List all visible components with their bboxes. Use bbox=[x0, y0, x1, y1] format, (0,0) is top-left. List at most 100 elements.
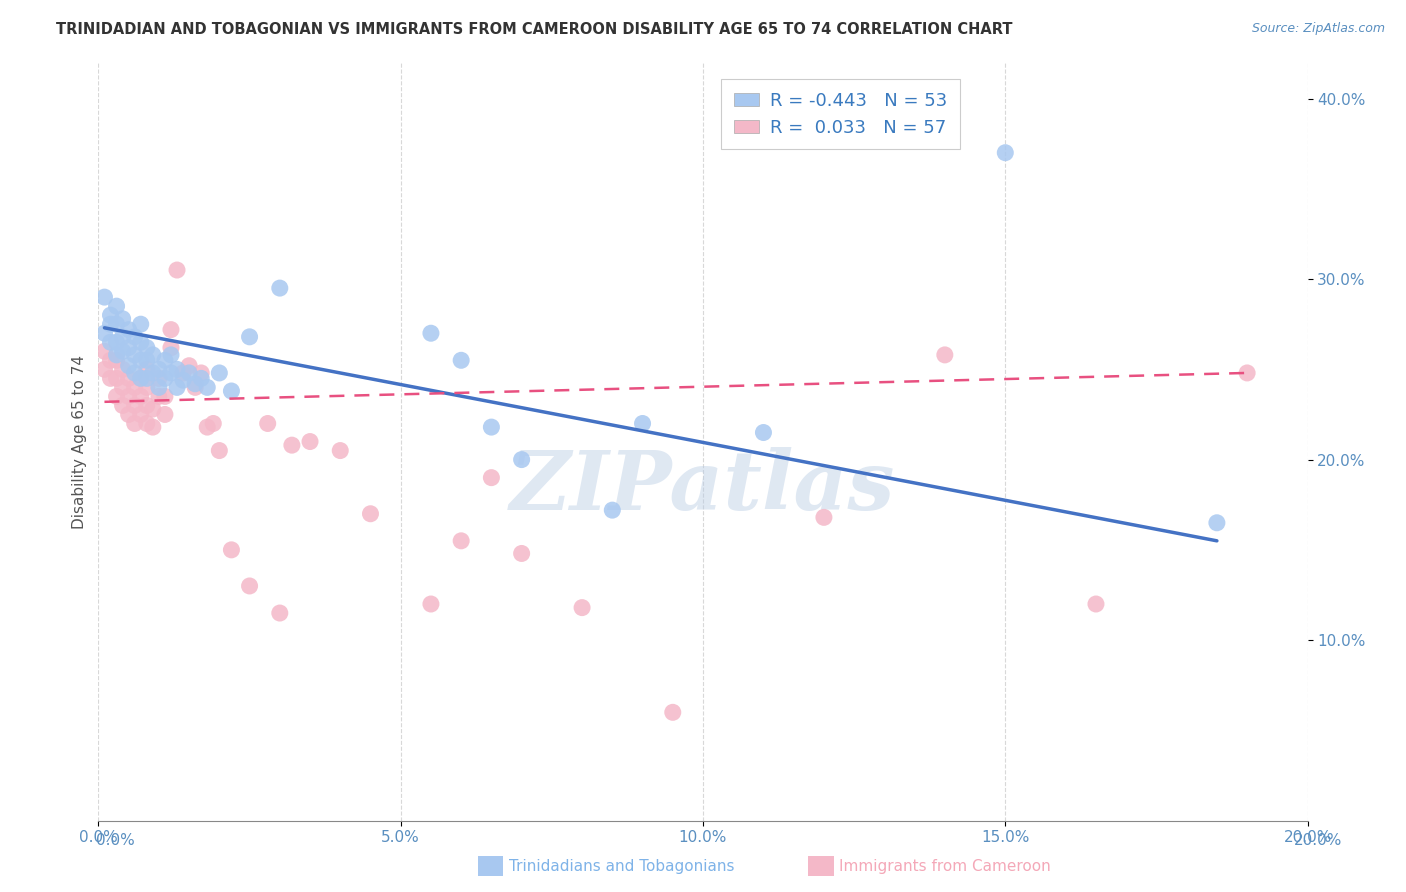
Point bbox=[124, 380, 146, 394]
Point bbox=[135, 417, 157, 431]
Point bbox=[208, 443, 231, 458]
Point bbox=[111, 380, 134, 394]
Point bbox=[135, 380, 157, 394]
Point bbox=[148, 371, 170, 385]
Point bbox=[111, 330, 134, 344]
Point bbox=[299, 434, 322, 449]
Point bbox=[124, 348, 146, 362]
Point bbox=[105, 371, 128, 385]
Point bbox=[105, 353, 128, 368]
Point bbox=[105, 389, 128, 403]
Point bbox=[111, 399, 134, 413]
Point bbox=[813, 510, 835, 524]
Point bbox=[221, 542, 243, 557]
Point bbox=[153, 408, 176, 422]
Point bbox=[148, 362, 170, 376]
Point bbox=[420, 597, 443, 611]
Text: Immigrants from Cameroon: Immigrants from Cameroon bbox=[839, 859, 1052, 873]
Point bbox=[450, 353, 472, 368]
Point bbox=[190, 371, 212, 385]
Point bbox=[208, 366, 231, 380]
Point bbox=[420, 326, 443, 341]
Point bbox=[129, 389, 152, 403]
Point bbox=[481, 420, 503, 434]
Point bbox=[360, 507, 382, 521]
Point bbox=[105, 348, 128, 362]
Text: ZIPatlas: ZIPatlas bbox=[510, 447, 896, 527]
Point bbox=[135, 399, 157, 413]
Point bbox=[166, 362, 188, 376]
Point bbox=[1236, 366, 1258, 380]
Point bbox=[118, 408, 141, 422]
Point bbox=[93, 290, 115, 304]
Point bbox=[481, 470, 503, 484]
Point bbox=[190, 366, 212, 380]
Point bbox=[118, 323, 141, 337]
Point bbox=[510, 452, 533, 467]
Point bbox=[160, 348, 183, 362]
Point bbox=[129, 353, 152, 368]
Point bbox=[160, 366, 183, 380]
Point bbox=[172, 373, 194, 387]
Point bbox=[124, 366, 146, 380]
Point bbox=[195, 380, 218, 394]
Point bbox=[142, 420, 165, 434]
Point bbox=[100, 353, 122, 368]
Point bbox=[93, 344, 115, 359]
Point bbox=[179, 359, 201, 373]
Point bbox=[153, 371, 176, 385]
Point bbox=[142, 402, 165, 417]
Point bbox=[172, 366, 194, 380]
Legend: R = -0.443   N = 53, R =  0.033   N = 57: R = -0.443 N = 53, R = 0.033 N = 57 bbox=[721, 79, 960, 149]
Point bbox=[124, 417, 146, 431]
Point bbox=[153, 353, 176, 368]
Point bbox=[994, 145, 1017, 160]
Point bbox=[124, 399, 146, 413]
Point bbox=[93, 362, 115, 376]
Point bbox=[1085, 597, 1108, 611]
Point bbox=[934, 348, 956, 362]
Point bbox=[281, 438, 304, 452]
Point bbox=[153, 389, 176, 403]
Y-axis label: Disability Age 65 to 74: Disability Age 65 to 74 bbox=[72, 354, 87, 529]
Point bbox=[195, 420, 218, 434]
Point bbox=[602, 503, 624, 517]
Point bbox=[129, 317, 152, 331]
Point bbox=[105, 335, 128, 350]
Point bbox=[160, 341, 183, 355]
Point bbox=[256, 417, 278, 431]
Point bbox=[111, 362, 134, 376]
Point bbox=[118, 341, 141, 355]
Point bbox=[135, 362, 157, 376]
Point bbox=[100, 308, 122, 322]
Point bbox=[135, 353, 157, 368]
Point bbox=[661, 706, 683, 720]
Point bbox=[135, 371, 157, 385]
Point bbox=[510, 546, 533, 560]
Point bbox=[129, 371, 152, 385]
Point bbox=[118, 371, 141, 385]
Point bbox=[118, 359, 141, 373]
Point bbox=[166, 263, 188, 277]
Point bbox=[105, 317, 128, 331]
Point bbox=[631, 417, 654, 431]
Point bbox=[239, 330, 262, 344]
Point bbox=[93, 326, 115, 341]
Text: 0.0%: 0.0% bbox=[96, 833, 135, 847]
Point bbox=[129, 371, 152, 385]
Point bbox=[179, 366, 201, 380]
Point bbox=[129, 335, 152, 350]
Text: 20.0%: 20.0% bbox=[1295, 833, 1343, 847]
Point bbox=[166, 380, 188, 394]
Point bbox=[142, 366, 165, 380]
Point bbox=[100, 317, 122, 331]
Point bbox=[135, 341, 157, 355]
Point bbox=[148, 380, 170, 394]
Point bbox=[239, 579, 262, 593]
Point bbox=[105, 299, 128, 313]
Point bbox=[142, 348, 165, 362]
Point bbox=[1206, 516, 1229, 530]
Point bbox=[124, 330, 146, 344]
Point bbox=[269, 606, 291, 620]
Point bbox=[221, 384, 243, 398]
